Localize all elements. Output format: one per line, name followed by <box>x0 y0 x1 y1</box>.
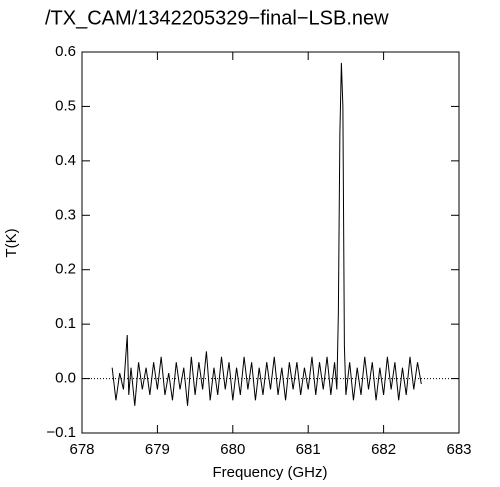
y-tick-label: 0.1 <box>55 315 76 332</box>
y-tick-label: 0.6 <box>55 43 76 60</box>
spectrum-line <box>111 62 422 406</box>
x-tick-label: 682 <box>371 441 396 458</box>
y-tick-label: 0.2 <box>55 261 76 278</box>
x-tick-label: 681 <box>296 441 321 458</box>
chart-title: /TX_CAM/1342205329−final−LSB.new <box>45 7 389 29</box>
x-tick-label: 678 <box>69 441 94 458</box>
plot-frame <box>81 51 460 434</box>
y-tick-label: 0.4 <box>55 152 76 169</box>
y-tick-label: −0.1 <box>46 424 76 441</box>
x-tick-label: 680 <box>220 441 245 458</box>
y-tick-label: 0.5 <box>55 97 76 114</box>
x-tick-label: 683 <box>446 441 471 458</box>
x-tick-label: 679 <box>145 441 170 458</box>
y-tick-label: 0.0 <box>55 370 76 387</box>
y-tick-label: 0.3 <box>55 206 76 223</box>
y-axis-label: T(K) <box>3 228 20 257</box>
x-axis-label: Frequency (GHz) <box>212 464 327 481</box>
